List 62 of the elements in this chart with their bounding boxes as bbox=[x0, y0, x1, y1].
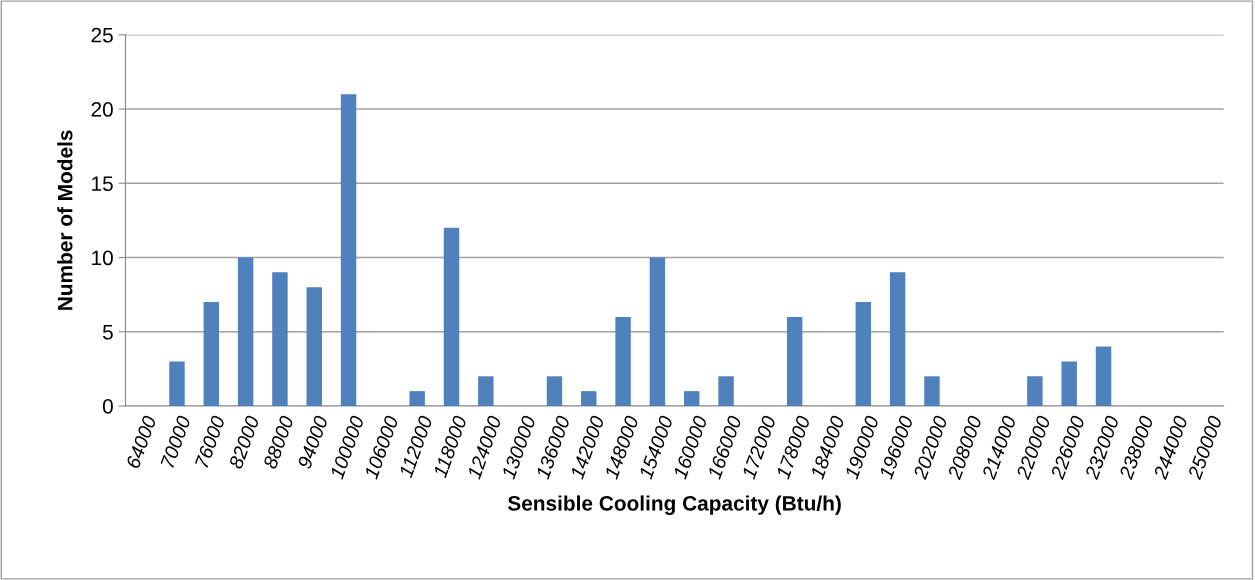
x-tick-label: 166000 bbox=[707, 414, 742, 480]
y-tick-label: 20 bbox=[91, 102, 113, 117]
bar bbox=[684, 391, 700, 406]
bar bbox=[889, 272, 906, 406]
x-tick-label: 130000 bbox=[501, 414, 537, 480]
bar bbox=[649, 257, 666, 406]
bar bbox=[1061, 361, 1077, 406]
x-tick-label: 172000 bbox=[741, 414, 777, 480]
bar bbox=[478, 376, 494, 406]
bar bbox=[169, 361, 185, 406]
y-tick-label: 0 bbox=[102, 399, 113, 414]
bar bbox=[340, 94, 357, 406]
x-tick-label: 250000 bbox=[1187, 414, 1223, 481]
x-tick-label: 202000 bbox=[912, 414, 948, 481]
bar bbox=[306, 287, 322, 406]
x-tick-label: 64000 bbox=[125, 414, 157, 469]
x-tick-label: 226000 bbox=[1050, 414, 1086, 481]
x-tick-label: 118000 bbox=[432, 414, 468, 479]
bar bbox=[272, 272, 288, 406]
x-tick-label: 160000 bbox=[672, 414, 708, 480]
bar bbox=[546, 376, 563, 406]
bar bbox=[581, 391, 597, 406]
bar bbox=[237, 257, 254, 406]
x-tick-label: 190000 bbox=[844, 414, 880, 480]
y-tick-label: 15 bbox=[92, 176, 113, 192]
y-tick-label: 10 bbox=[92, 250, 113, 266]
x-tick-label: 238000 bbox=[1118, 414, 1154, 481]
x-tick-label: 142000 bbox=[569, 414, 605, 480]
y-axis-title: Number of Models bbox=[57, 130, 73, 310]
bar bbox=[443, 227, 460, 406]
x-tick-label: 70000 bbox=[160, 414, 192, 469]
bar bbox=[203, 302, 220, 406]
x-tick-label: 154000 bbox=[638, 414, 674, 480]
bar bbox=[855, 302, 872, 406]
x-tick-label: 244000 bbox=[1152, 414, 1189, 481]
bar bbox=[924, 376, 940, 406]
x-tick-label: 112000 bbox=[398, 414, 433, 479]
x-tick-label: 214000 bbox=[981, 414, 1017, 481]
x-tick-label: 100000 bbox=[329, 414, 365, 480]
x-tick-label: 184000 bbox=[810, 414, 845, 480]
x-tick-label: 136000 bbox=[535, 414, 571, 480]
bar bbox=[786, 316, 803, 406]
bar bbox=[718, 376, 734, 406]
y-tick-label: 5 bbox=[102, 324, 113, 340]
x-tick-label: 124000 bbox=[466, 414, 502, 480]
x-tick-label: 148000 bbox=[604, 414, 640, 480]
y-tick-label: 25 bbox=[91, 27, 113, 43]
bar bbox=[1027, 376, 1043, 406]
x-tick-label: 106000 bbox=[363, 414, 399, 480]
x-tick-label: 178000 bbox=[775, 414, 811, 480]
x-axis-title: Sensible Cooling Capacity (Btu/h) bbox=[507, 495, 841, 515]
x-tick-label: 196000 bbox=[878, 414, 914, 480]
x-tick-label: 232000 bbox=[1084, 414, 1120, 481]
x-tick-label: 76000 bbox=[194, 414, 226, 469]
x-tick-label: 82000 bbox=[228, 414, 260, 470]
bar bbox=[1095, 346, 1112, 406]
x-tick-label: 88000 bbox=[262, 414, 295, 470]
bar bbox=[615, 316, 631, 406]
x-tick-label: 94000 bbox=[297, 414, 329, 470]
x-tick-label: 208000 bbox=[947, 414, 983, 481]
x-tick-label: 220000 bbox=[1015, 414, 1051, 481]
bar bbox=[409, 391, 425, 406]
